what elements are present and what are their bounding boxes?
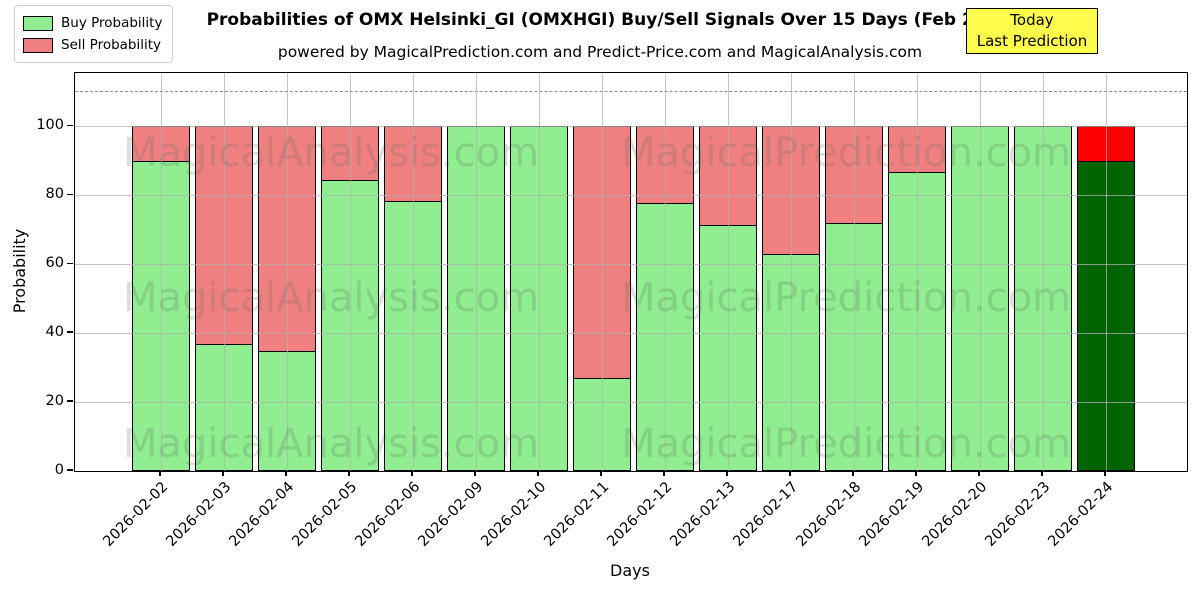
gridline-vertical bbox=[349, 73, 351, 471]
gridline-vertical bbox=[1105, 73, 1107, 471]
gridline-horizontal bbox=[75, 401, 1187, 403]
x-tick-mark bbox=[285, 470, 287, 476]
y-tick-label: 100 bbox=[36, 117, 64, 134]
x-tick-mark bbox=[159, 470, 161, 476]
gridline-vertical bbox=[286, 73, 288, 471]
y-tick-mark bbox=[67, 331, 73, 333]
y-tick-label: 0 bbox=[54, 462, 64, 478]
legend-buy-label: Buy Probability bbox=[61, 15, 163, 31]
sell-swatch-icon bbox=[23, 37, 53, 53]
x-axis-label: Days bbox=[610, 561, 650, 580]
dashed-reference-line bbox=[75, 90, 1187, 92]
y-tick-label: 40 bbox=[45, 324, 64, 341]
gridline-horizontal bbox=[75, 194, 1187, 196]
gridline-vertical bbox=[412, 73, 414, 471]
x-tick-mark bbox=[915, 470, 917, 476]
legend-item-sell: Sell Probability bbox=[23, 34, 162, 56]
y-tick-mark bbox=[67, 124, 73, 127]
x-tick-mark bbox=[663, 470, 665, 476]
gridline-horizontal bbox=[75, 263, 1187, 265]
x-tick-mark bbox=[474, 470, 476, 476]
gridline-vertical bbox=[853, 73, 855, 471]
gridline-vertical bbox=[916, 73, 918, 471]
gridline-vertical bbox=[664, 73, 666, 471]
gridline-horizontal bbox=[75, 125, 1187, 127]
y-tick-label: 60 bbox=[45, 255, 64, 272]
chart-subtitle: powered by MagicalPrediction.com and Pre… bbox=[277, 43, 923, 61]
y-tick-mark bbox=[67, 193, 73, 196]
legend-sell-label: Sell Probability bbox=[61, 37, 162, 53]
gridline-vertical bbox=[727, 73, 729, 471]
x-tick-mark bbox=[726, 470, 728, 476]
plot-area: MagicalAnalysis.com MagicalPrediction.com… bbox=[74, 72, 1188, 472]
gridline-vertical bbox=[1042, 73, 1044, 471]
y-tick-mark bbox=[67, 400, 73, 402]
y-tick-label: 20 bbox=[45, 393, 64, 410]
gridline-vertical bbox=[223, 73, 225, 471]
gridline-vertical bbox=[538, 73, 540, 471]
legend-item-buy: Buy Probability bbox=[23, 12, 162, 34]
y-tick-label: 80 bbox=[45, 186, 64, 203]
y-tick-mark bbox=[67, 469, 73, 471]
x-tick-mark bbox=[222, 470, 224, 476]
x-tick-mark bbox=[411, 470, 413, 476]
buy-swatch-icon bbox=[23, 15, 53, 31]
x-tick-mark bbox=[537, 470, 539, 476]
today-annotation-line2: Last Prediction bbox=[976, 32, 1088, 50]
gridline-vertical bbox=[160, 73, 162, 471]
today-annotation: Today Last Prediction bbox=[966, 8, 1098, 54]
gridline-vertical bbox=[979, 73, 981, 471]
x-tick-mark bbox=[978, 470, 980, 476]
gridline-horizontal bbox=[75, 332, 1187, 334]
gridline-vertical bbox=[790, 73, 792, 471]
legend: Buy Probability Sell Probability bbox=[14, 5, 174, 63]
x-tick-mark bbox=[789, 470, 791, 476]
x-tick-mark bbox=[852, 470, 854, 476]
x-tick-mark bbox=[1041, 470, 1043, 476]
x-tick-mark bbox=[348, 470, 350, 476]
x-tick-mark bbox=[1104, 470, 1106, 476]
chart-title: Probabilities of OMX Helsinki_GI (OMXHGI… bbox=[206, 10, 994, 30]
x-tick-mark bbox=[600, 470, 602, 476]
y-tick-mark bbox=[67, 262, 73, 264]
gridline-vertical bbox=[475, 73, 477, 471]
today-annotation-line1: Today bbox=[1010, 11, 1054, 29]
gridline-vertical bbox=[601, 73, 603, 471]
